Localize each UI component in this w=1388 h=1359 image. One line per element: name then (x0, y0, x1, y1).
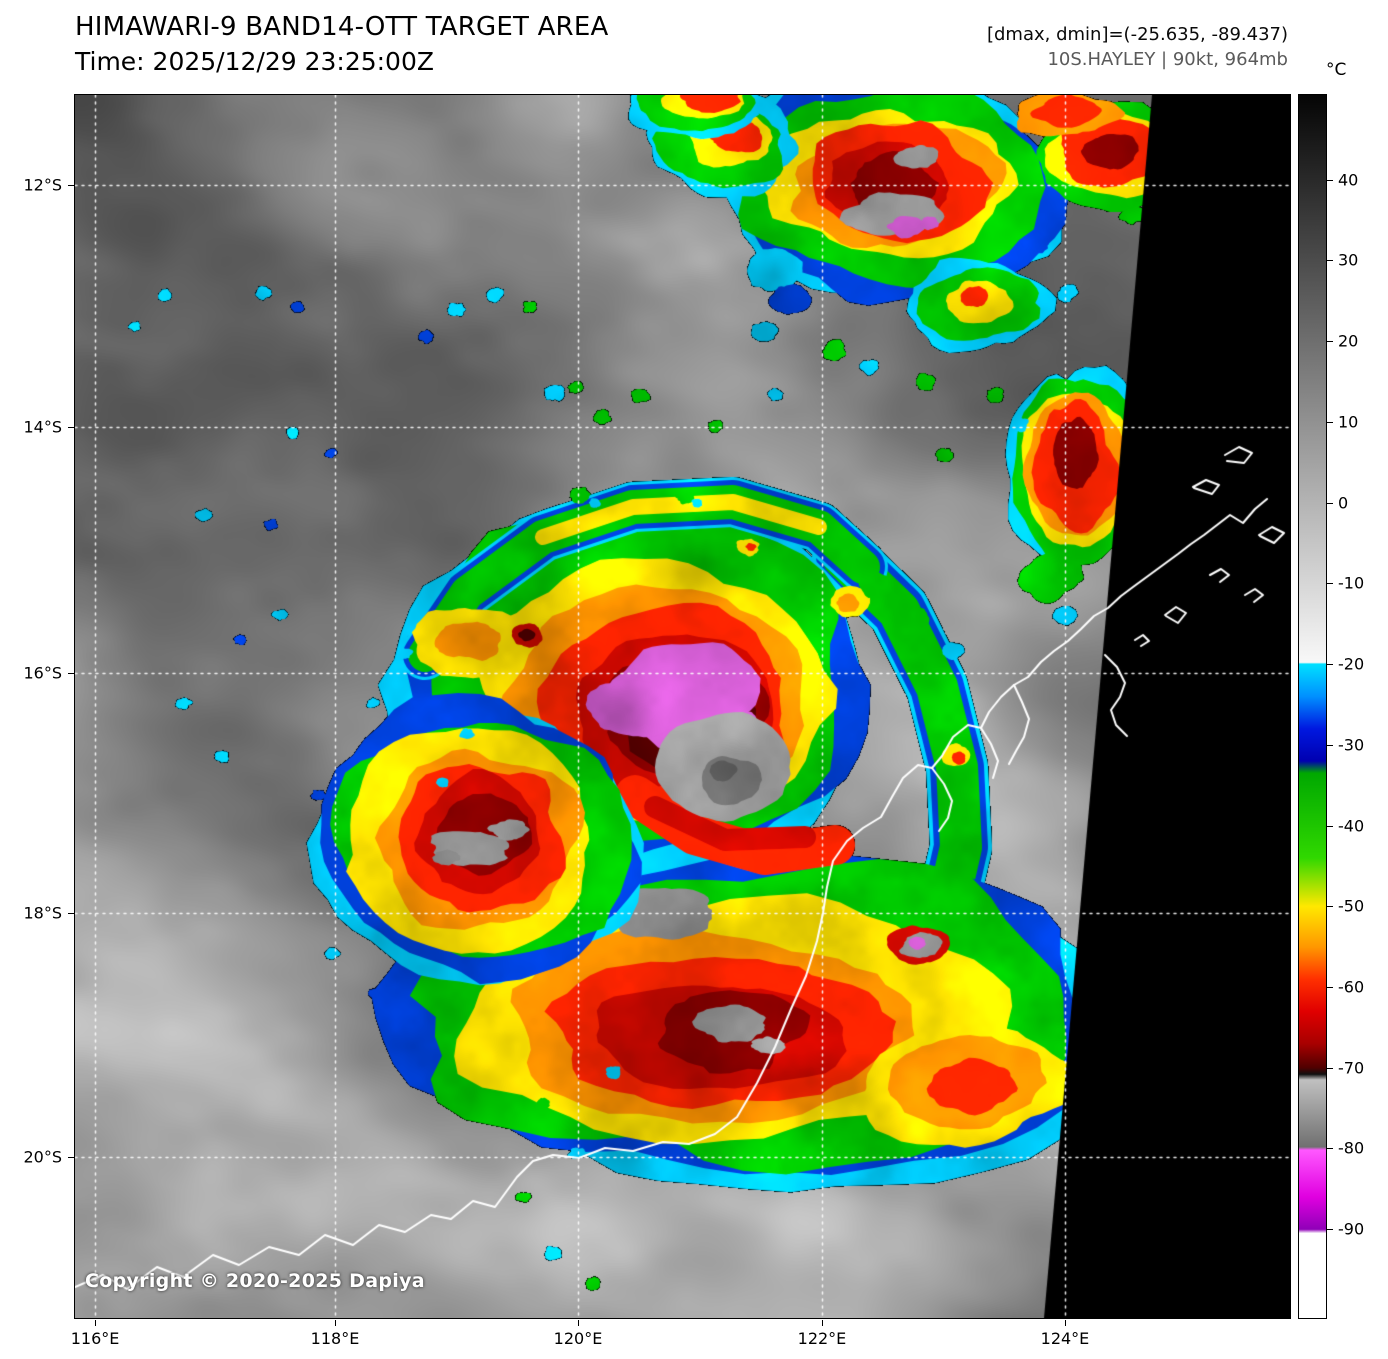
colorbar-tick-mark (1327, 421, 1333, 423)
colorbar-tick-label: -70 (1338, 1058, 1365, 1078)
colorbar-tick-mark (1327, 1229, 1333, 1231)
colorbar-tick-mark (1327, 341, 1333, 343)
colorbar-tick-label: -90 (1338, 1219, 1365, 1239)
header-left: HIMAWARI-9 BAND14-OTT TARGET AREA Time: … (75, 12, 608, 76)
latitude-axis: 12°S 14°S 16°S 18°S 20°S (0, 95, 75, 1318)
lat-tick-label: 14°S (23, 417, 62, 437)
map-area: Copyright © 2020-2025 Dapiya (74, 94, 1291, 1319)
lon-tick-mark (578, 1320, 579, 1326)
colorbar-unit-label: °C (1326, 60, 1347, 80)
lon-tick-label: 118°E (310, 1329, 360, 1348)
lat-tick-label: 20°S (23, 1147, 62, 1167)
colorbar-tick-mark (1327, 1067, 1333, 1069)
colorbar-tick-label: 10 (1338, 412, 1359, 432)
dmax-dmin-readout: [dmax, dmin]=(-25.635, -89.437) (986, 24, 1288, 45)
lon-tick-label: 120°E (553, 1329, 603, 1348)
lon-tick-mark (821, 1320, 823, 1326)
header-right: [dmax, dmin]=(-25.635, -89.437) 10S.HAYL… (987, 24, 1288, 70)
colorbar-tick-label: 20 (1338, 331, 1359, 351)
colorbar-tick-label: -40 (1338, 816, 1365, 836)
colorbar-tick-mark (1327, 583, 1333, 585)
colorbar-tick-mark (1327, 260, 1333, 262)
lat-tick-label: 16°S (23, 663, 62, 683)
storm-info-label: 10S.HAYLEY | 90kt, 964mb (1047, 49, 1288, 70)
colorbar-tick-mark (1327, 502, 1333, 504)
colorbar-tick-label: -10 (1338, 573, 1365, 593)
colorbar-tick-label: 40 (1338, 170, 1359, 190)
colorbar-tick-label: 30 (1338, 250, 1359, 270)
plot-title: HIMAWARI-9 BAND14-OTT TARGET AREA (75, 12, 609, 42)
lat-tick-mark (68, 912, 74, 914)
lon-tick-label: 116°E (70, 1329, 120, 1348)
lat-tick-mark (68, 185, 74, 186)
colorbar-tick-mark (1327, 987, 1333, 989)
lat-tick-mark (68, 427, 74, 429)
colorbar: 40 30 20 10 0 -10 -20 -30 -40 -50 -60 -70 -80 -90 (1298, 94, 1388, 1319)
colorbar-tick-label: -20 (1338, 654, 1365, 674)
colorbar-tick-label: -30 (1338, 735, 1365, 755)
lon-tick-label: 122°E (797, 1329, 847, 1348)
colorbar-tick-mark (1327, 179, 1333, 181)
lon-tick-mark (95, 1320, 97, 1326)
colorbar-tick-label: 0 (1338, 493, 1349, 513)
colorbar-tick-mark (1327, 1148, 1333, 1150)
copyright-label: Copyright © 2020-2025 Dapiya (85, 1270, 425, 1292)
satellite-imagery-canvas (75, 95, 1290, 1318)
lon-tick-label: 124°E (1040, 1329, 1090, 1348)
lat-tick-mark (68, 1157, 74, 1159)
lon-tick-mark (1064, 1320, 1066, 1326)
colorbar-tick-mark (1327, 906, 1333, 908)
colorbar-gradient (1298, 94, 1327, 1319)
lat-tick-label: 18°S (23, 903, 62, 923)
colorbar-tick-label: -80 (1338, 1138, 1365, 1158)
plot-time-label: Time: 2025/12/29 23:25:00Z (75, 47, 434, 76)
lon-tick-mark (335, 1320, 336, 1326)
colorbar-tick-mark (1327, 664, 1333, 666)
colorbar-tick-label: -60 (1338, 977, 1365, 997)
colorbar-tick-mark (1327, 825, 1333, 827)
colorbar-tick-label: -50 (1338, 896, 1365, 916)
longitude-axis: 116°E 118°E 120°E 122°E 124°E (71, 1320, 1290, 1358)
lat-tick-label: 12°S (23, 175, 62, 195)
lat-tick-mark (68, 672, 74, 674)
colorbar-tick-mark (1327, 744, 1333, 746)
